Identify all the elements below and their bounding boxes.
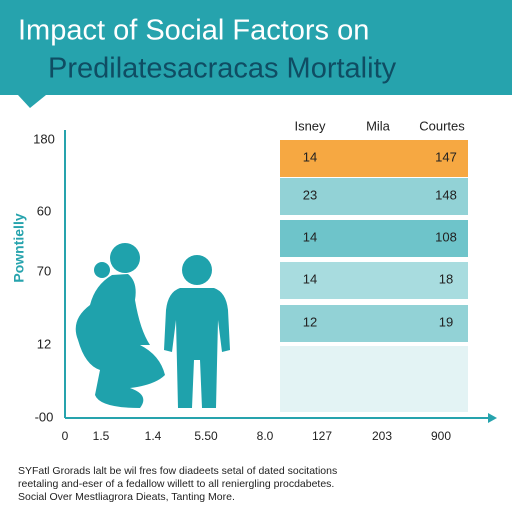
- table-cell: 108: [435, 229, 457, 244]
- table-row: [280, 305, 468, 342]
- table-cell: 147: [435, 149, 457, 164]
- silhouettes: [75, 243, 230, 408]
- table-cell: 19: [439, 314, 453, 329]
- table-cell: 14: [303, 271, 317, 286]
- title-line: Predilatesacracas Mortality: [48, 53, 397, 85]
- table-row: [280, 262, 468, 299]
- y-tick-label: -00: [35, 409, 54, 424]
- x-tick-label: 127: [312, 429, 332, 443]
- banner-pointer: [18, 95, 46, 108]
- y-tick-label: 60: [37, 203, 51, 218]
- woman-body: [75, 274, 165, 408]
- y-tick-label: 70: [37, 263, 51, 278]
- header-banner: [0, 0, 512, 95]
- x-tick-label: 1.4: [145, 429, 162, 443]
- footer-line: reetaling and-eser of a fedallow willett…: [18, 478, 334, 490]
- table-cell: 12: [303, 314, 317, 329]
- table-header: Mila: [366, 118, 391, 133]
- title-line: Impact of Social Factors on: [18, 15, 369, 47]
- child-body: [164, 288, 230, 408]
- x-tick-label: 1.5: [93, 429, 110, 443]
- table-header: Courtes: [419, 118, 465, 133]
- child-head: [182, 255, 212, 285]
- table-empty-row: [280, 346, 468, 412]
- x-tick-label: 900: [431, 429, 451, 443]
- table: Isney Mila Courtes 14 147 23 148 14 108 14 18 12 19: [280, 118, 468, 412]
- x-tick-label: 8.0: [257, 429, 274, 443]
- footer-line: SYFatl Grorads lalt be wil fres fow diad…: [18, 465, 337, 477]
- table-header: Isney: [294, 118, 326, 133]
- x-tick-label: 5.50: [194, 429, 218, 443]
- x-tick-label: 0: [62, 429, 69, 443]
- table-cell: 148: [435, 187, 457, 202]
- table-row: [280, 178, 468, 215]
- table-row: [280, 220, 468, 257]
- table-cell: 23: [303, 187, 317, 202]
- y-axis-label: Powntielly: [11, 213, 27, 282]
- table-cell: 14: [303, 229, 317, 244]
- table-cell: 14: [303, 149, 317, 164]
- woman-head: [110, 243, 140, 273]
- x-tick-label: 203: [372, 429, 392, 443]
- footer-line: Social Over Mestliagrora Dieats, Tanting…: [18, 491, 235, 503]
- y-tick-label: 12: [37, 336, 51, 351]
- y-tick-label: 180: [33, 131, 55, 146]
- table-row: [280, 140, 468, 177]
- axis-arrow: [488, 413, 497, 423]
- table-cell: 18: [439, 271, 453, 286]
- woman-bun: [94, 262, 110, 278]
